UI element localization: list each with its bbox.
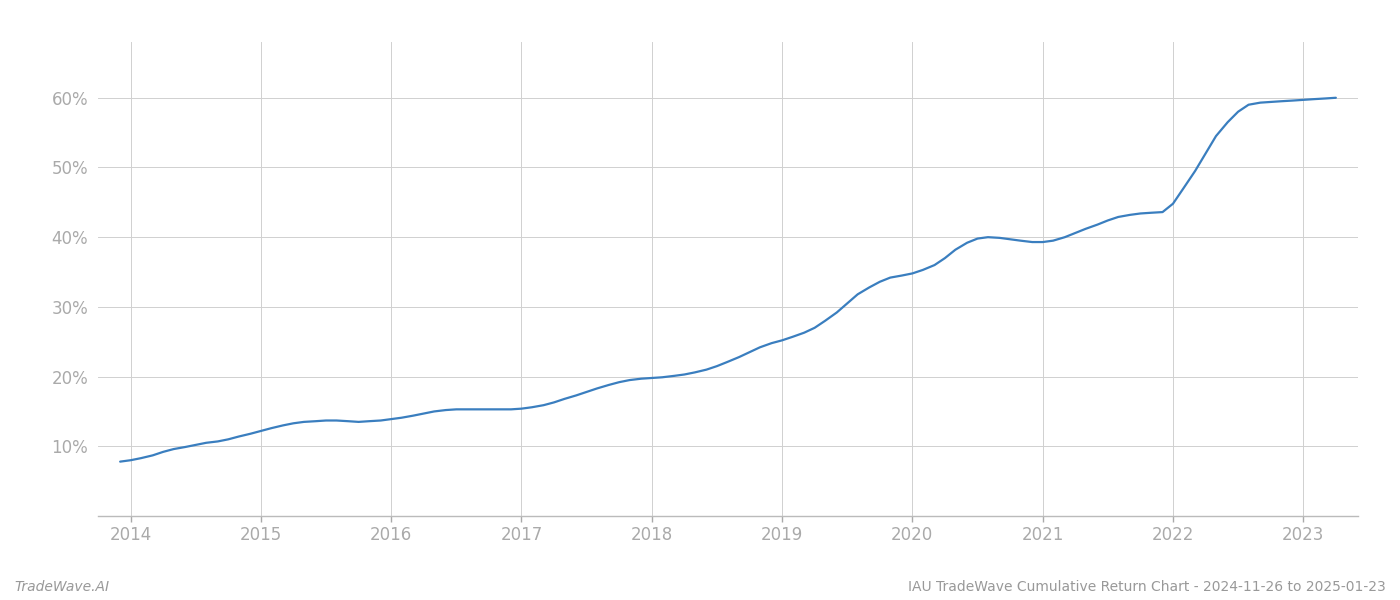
- Text: TradeWave.AI: TradeWave.AI: [14, 580, 109, 594]
- Text: IAU TradeWave Cumulative Return Chart - 2024-11-26 to 2025-01-23: IAU TradeWave Cumulative Return Chart - …: [909, 580, 1386, 594]
